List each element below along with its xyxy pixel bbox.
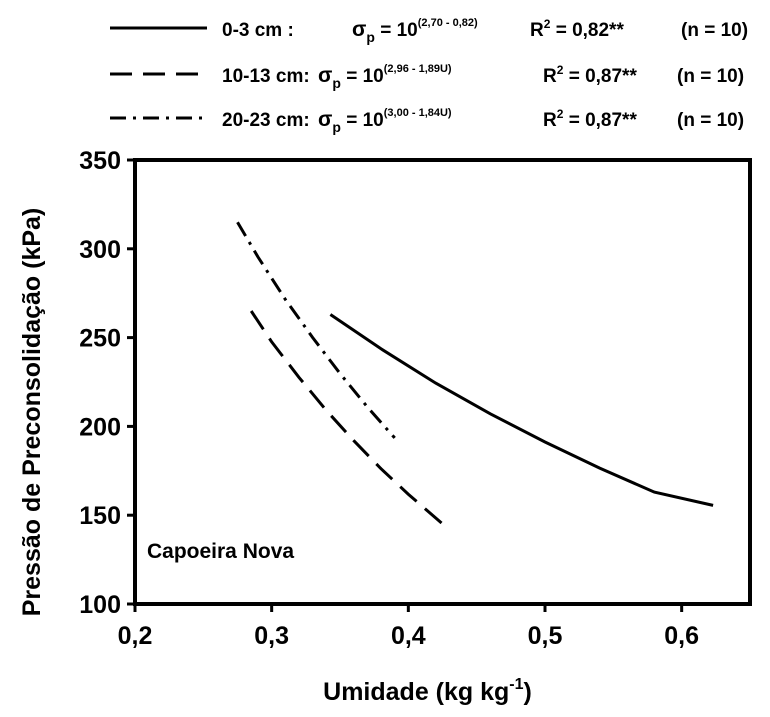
equation-subscript: p <box>332 119 341 135</box>
x-tick-label: 0,3 <box>254 622 289 650</box>
equation-base: = 10 <box>341 110 384 131</box>
y-tick-label: 150 <box>79 502 121 530</box>
y-axis-ticks: 100 150 200 250 300 350 <box>79 147 135 619</box>
x-tick-label: 0,5 <box>528 622 563 650</box>
r2-value: = 0,87** <box>563 66 637 87</box>
legend-equation: σp = 10(3,00 - 1,84U) <box>318 107 452 135</box>
legend-sample-size: (n = 10) <box>677 110 744 131</box>
x-axis-label-end: ) <box>524 678 532 706</box>
equation-subscript: p <box>332 75 341 91</box>
plot-area-frame <box>133 158 752 606</box>
y-tick-label: 350 <box>79 147 121 175</box>
r2-prefix: R <box>530 20 544 41</box>
series-line-3 <box>236 221 396 439</box>
legend-sample-size: (n = 10) <box>681 20 748 41</box>
r2-value: = 0,82** <box>550 20 624 41</box>
legend-r-squared: R2 = 0,87** <box>543 63 637 87</box>
r2-value: = 0,87** <box>563 110 637 131</box>
equation-sigma: σ <box>318 108 332 131</box>
r2-superscript: 2 <box>544 17 551 31</box>
legend-sample-size: (n = 10) <box>677 66 744 87</box>
x-axis-label-sup: -1 <box>509 676 523 693</box>
legend-equation: σp = 10(2,96 - 1,89U) <box>318 63 452 91</box>
legend-depth-label: 10-13 cm: <box>222 66 310 87</box>
equation-exponent: (2,96 - 1,89U) <box>384 63 452 75</box>
x-axis-label: Umidade (kg kg-1) <box>323 676 532 706</box>
legend: 0-3 cm : σp = 10(2,70 - 0,82) R2 = 0,82**(… <box>110 17 748 135</box>
equation-subscript: p <box>366 29 375 45</box>
series-line-2 <box>249 310 451 531</box>
series-lines <box>236 221 714 531</box>
equation-exponent: (3,00 - 1,84U) <box>384 107 452 119</box>
x-tick-label: 0,6 <box>664 622 699 650</box>
y-tick-label: 200 <box>79 413 121 441</box>
equation-sigma: σ <box>318 64 332 87</box>
y-tick-label: 300 <box>79 236 121 264</box>
x-tick-label: 0,2 <box>118 622 153 650</box>
equation-base: = 10 <box>341 66 384 87</box>
legend-depth-label: 20-23 cm: <box>222 110 310 131</box>
y-axis-label: Pressão de Preconsolidação (kPa) <box>18 208 46 617</box>
x-tick-label: 0,4 <box>391 622 426 650</box>
r2-superscript: 2 <box>557 107 564 121</box>
r2-superscript: 2 <box>557 63 564 77</box>
chart-annotation: Capoeira Nova <box>147 540 294 563</box>
equation-base: = 10 <box>375 20 418 41</box>
legend-r-squared: R2 = 0,87** <box>543 107 637 131</box>
r2-prefix: R <box>543 110 557 131</box>
r2-prefix: R <box>543 66 557 87</box>
series-line-1 <box>329 313 714 507</box>
x-axis-ticks: 0,2 0,3 0,4 0,5 0,6 <box>118 604 699 650</box>
legend-r-squared: R2 = 0,82** <box>530 17 624 41</box>
legend-equation: σp = 10(2,70 - 0,82) <box>352 17 478 45</box>
y-tick-label: 100 <box>79 591 121 619</box>
y-tick-label: 250 <box>79 325 121 353</box>
legend-depth-label: 0-3 cm : <box>222 20 294 41</box>
equation-exponent: (2,70 - 0,82) <box>418 17 478 29</box>
equation-sigma: σ <box>352 18 366 41</box>
x-axis-label-text: Umidade (kg kg <box>323 678 509 706</box>
